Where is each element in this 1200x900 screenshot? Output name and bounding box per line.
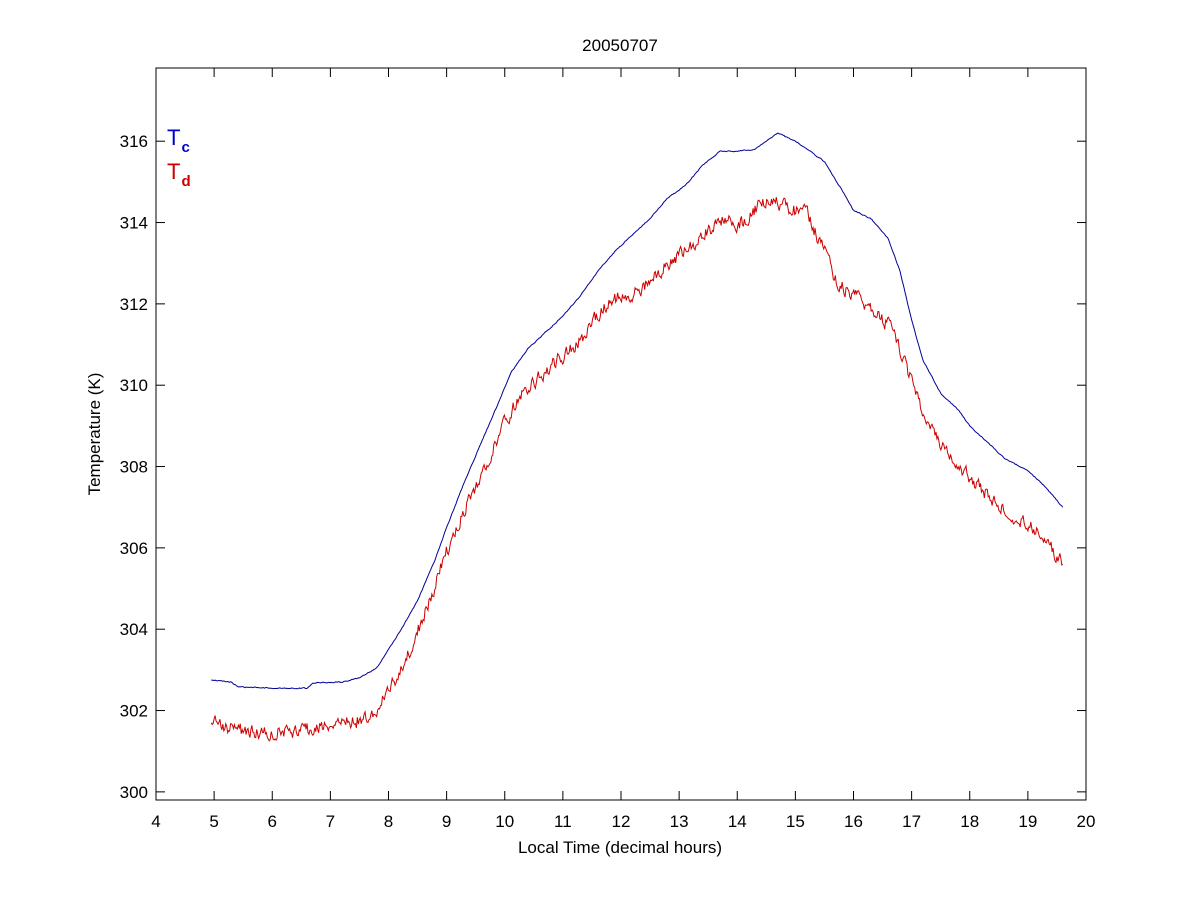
x-tick-label: 12	[612, 812, 631, 831]
y-tick-label: 316	[120, 132, 148, 151]
x-tick-label: 13	[670, 812, 689, 831]
legend-entry-subscript: c	[181, 139, 189, 156]
x-tick-label: 20	[1077, 812, 1096, 831]
x-axis-label: Local Time (decimal hours)	[518, 838, 722, 857]
legend-entry-subscript: d	[181, 173, 190, 190]
x-tick-label: 10	[495, 812, 514, 831]
x-tick-label: 6	[268, 812, 277, 831]
y-tick-label: 300	[120, 783, 148, 802]
y-tick-label: 306	[120, 539, 148, 558]
x-tick-label: 17	[902, 812, 921, 831]
y-tick-label: 308	[120, 458, 148, 477]
legend-entry: Td	[167, 159, 191, 190]
x-tick-label: 16	[844, 812, 863, 831]
plot-area	[155, 67, 1087, 801]
x-tick-label: 5	[209, 812, 218, 831]
x-tick-label: 11	[554, 812, 572, 831]
y-tick-label: 302	[120, 702, 148, 721]
y-tick-label: 304	[120, 620, 148, 639]
x-tick-label: 7	[326, 812, 335, 831]
legend-entry: Tc	[167, 125, 190, 156]
series-layer	[210, 132, 1064, 742]
y-tick-label: 314	[120, 214, 148, 233]
y-axis-label: Temperature (K)	[85, 373, 104, 496]
x-tick-label: 9	[442, 812, 451, 831]
chart-title: 20050707	[582, 36, 658, 55]
ticks-layer: 4 5 6 7 8 9 10 11 12 13 14 15 16 17 18 19 20 300 302 304 306…	[120, 68, 1096, 831]
x-tick-label: 15	[786, 812, 805, 831]
y-tick-label: 310	[120, 376, 148, 395]
legend-entry-symbol: T	[167, 159, 180, 184]
y-tick-label: 312	[120, 295, 148, 314]
x-tick-label: 8	[384, 812, 393, 831]
x-tick-label: 19	[1018, 812, 1037, 831]
series-line-Tc	[211, 132, 1064, 690]
legend-entry-symbol: T	[167, 125, 180, 150]
x-tick-label: 4	[151, 812, 160, 831]
series-line-Td	[210, 197, 1064, 742]
x-tick-label: 18	[960, 812, 979, 831]
x-tick-label: 14	[728, 812, 747, 831]
